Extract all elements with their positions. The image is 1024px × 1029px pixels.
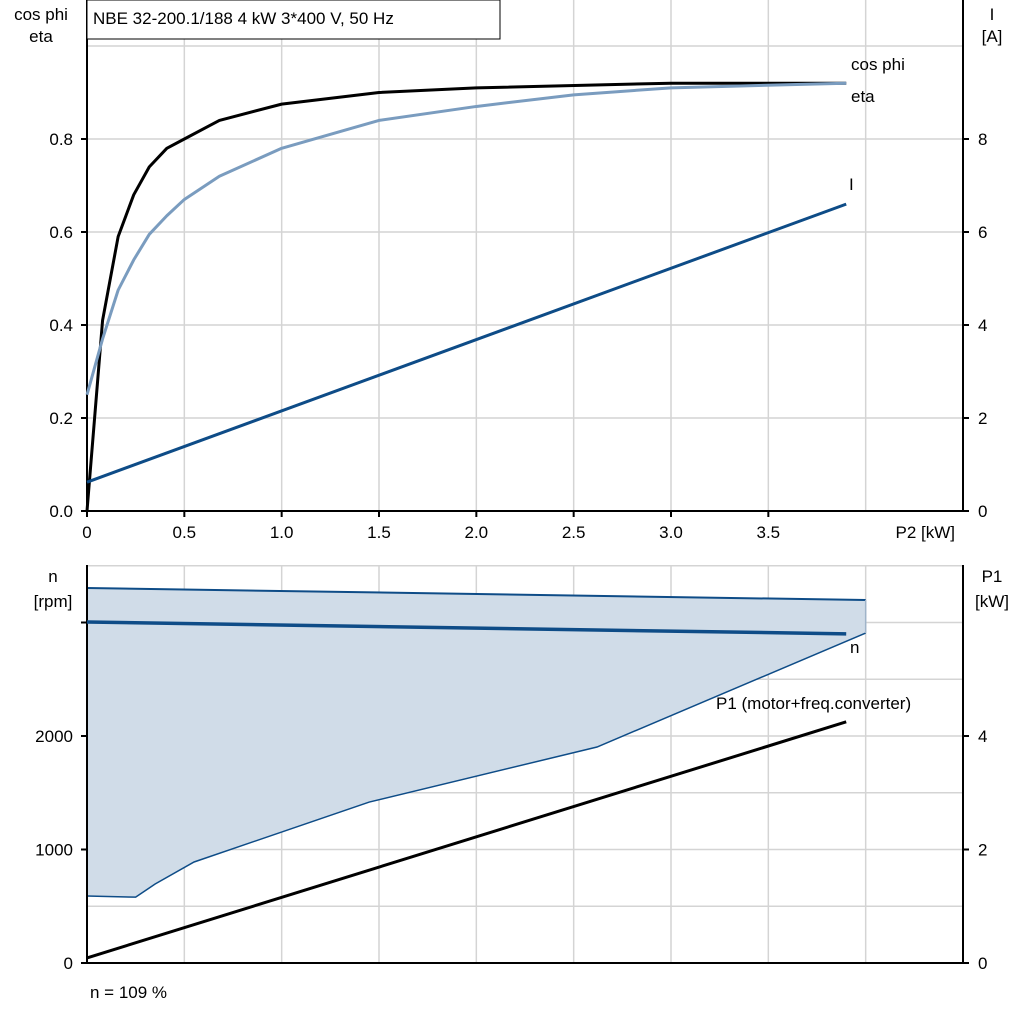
y-axis-label-left: n — [48, 567, 57, 586]
y-axis-label-right: [A] — [982, 27, 1003, 46]
p1-line — [86, 720, 847, 960]
y-tick-label-right: 2 — [978, 841, 987, 860]
speed-min-line — [86, 632, 866, 898]
y-tick-label-left: 0.4 — [49, 316, 73, 335]
x-tick-label: 2.5 — [562, 523, 586, 542]
y-tick-label-left: 0.0 — [49, 502, 73, 521]
x-tick-label: 3.0 — [659, 523, 683, 542]
eta-line — [85, 81, 847, 512]
y-axis-label-left: cos phi — [14, 5, 68, 24]
cos-phi-line — [85, 81, 847, 396]
speed-percent-annotation: n = 109 % — [90, 983, 167, 1002]
y-axis-label-right: [kW] — [975, 592, 1009, 611]
y-tick-label-right: 0 — [978, 954, 987, 973]
y-tick-label-left: 1000 — [35, 841, 73, 860]
x-tick-label: 3.5 — [757, 523, 781, 542]
eta-label: eta — [851, 87, 875, 106]
y-tick-label-right: 4 — [978, 316, 987, 335]
x-tick-label: 1.5 — [367, 523, 391, 542]
y-tick-label-left: 0.8 — [49, 130, 73, 149]
y-tick-label-right: 2 — [978, 409, 987, 428]
y-tick-label-left: 0.6 — [49, 223, 73, 242]
y-axis-label-right: I — [990, 5, 995, 24]
y-tick-label-right: 0 — [978, 502, 987, 521]
title-box — [86, 0, 501, 40]
speed-max-line — [86, 586, 866, 602]
x-tick-label: 0.5 — [173, 523, 197, 542]
speed-range-area — [87, 587, 866, 898]
y-tick-label-right: 6 — [978, 223, 987, 242]
y-tick-label-left: 0 — [64, 954, 73, 973]
current-line — [86, 202, 847, 484]
p1-label: P1 (motor+freq.converter) — [716, 694, 911, 713]
y-tick-label-right: 8 — [978, 130, 987, 149]
x-tick-label: 0 — [82, 523, 91, 542]
chart-title: NBE 32-200.1/188 4 kW 3*400 V, 50 Hz — [93, 9, 394, 28]
speed-line — [86, 620, 847, 636]
y-tick-label-left: 0.2 — [49, 409, 73, 428]
x-tick-label: 2.0 — [465, 523, 489, 542]
x-axis-label: P2 [kW] — [895, 523, 955, 542]
y-tick-label-left: 2000 — [35, 727, 73, 746]
speed-label: n — [850, 638, 859, 657]
y-axis-label-left: [rpm] — [34, 592, 73, 611]
y-axis-label-right: P1 — [982, 567, 1003, 586]
y-tick-label-right: 4 — [978, 727, 987, 746]
y-axis-label-left: eta — [29, 27, 53, 46]
cos-phi-label: cos phi — [851, 55, 905, 74]
x-tick-label: 1.0 — [270, 523, 294, 542]
current-label: I — [849, 175, 854, 194]
